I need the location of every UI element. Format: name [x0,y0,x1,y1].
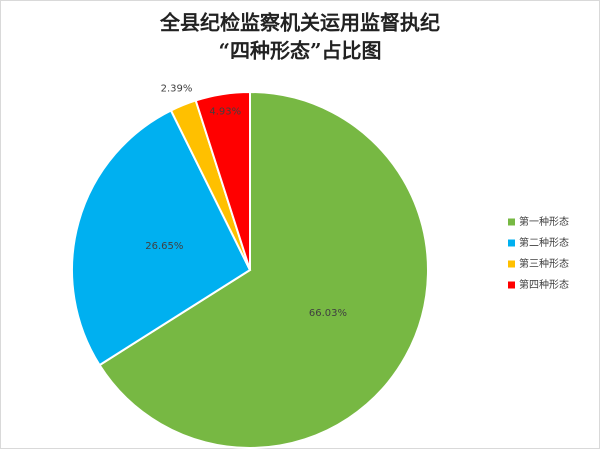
chart-title: “四种形态”占比图 [218,39,381,63]
data-label: 66.03% [309,308,347,319]
pie-slice [98,90,429,449]
legend-label: 第三种形态 [519,257,569,270]
pie-slice [194,90,251,271]
chart-title: 全县纪检监察机关运用监督执纪 [159,11,440,35]
legend-swatch [508,281,515,289]
legend-label: 第二种形态 [519,236,569,249]
legend-label: 第四种形态 [519,278,569,291]
legend-swatch [508,260,515,268]
data-label: 4.93% [209,107,241,118]
legend-swatch [508,239,515,247]
legend-swatch [508,218,515,226]
legend-label: 第一种形态 [519,215,569,228]
data-label: 2.39% [161,84,193,95]
pie-slice [71,109,252,367]
data-label: 26.65% [145,241,183,252]
